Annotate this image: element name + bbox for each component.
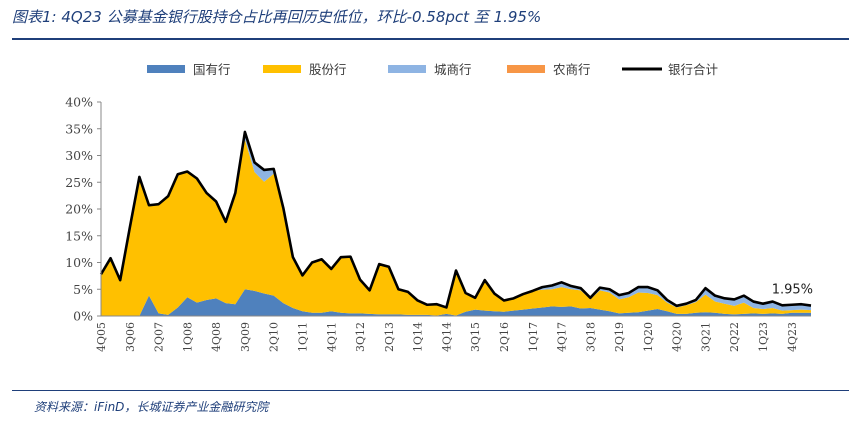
x-tick-label: 1Q23 [757,322,770,352]
y-tick-label: 5% [73,282,93,297]
x-tick-label: 3Q21 [699,322,712,352]
y-tick-label: 15% [65,228,93,243]
x-tick-label: 3Q09 [239,322,252,352]
x-tick-label: 2Q10 [268,322,281,352]
end-value-label: 1.95% [772,283,813,298]
x-tick-label: 4Q14 [440,322,453,352]
x-tick-label: 2Q13 [383,322,396,352]
legend-city-banks-swatch [388,65,426,73]
legend-bank-total-label: 银行合计 [668,62,718,77]
source-note: 资料来源：iFinD，长城证券产业金融研究院 [34,400,269,414]
area-state-banks [101,289,811,316]
x-tick-label: 3Q15 [469,322,482,352]
x-tick-label: 2Q19 [613,322,626,352]
footer-rule [12,390,849,391]
bank-holding-chart: 国有行 股份行 城商行 农商行 银行合计 0% 5% 10% 15% 20% 25% 30% 35% 4… [65,62,813,352]
x-tick-label: 3Q18 [584,322,597,352]
x-tick-label: 1Q14 [412,322,425,352]
x-tick-label: 3Q06 [124,322,137,352]
legend-joint-stock-banks-swatch [263,65,301,73]
x-tick-label: 2Q22 [728,322,741,352]
legend-city-banks-label: 城商行 [434,62,472,77]
legend-joint-stock-banks-label: 股份行 [309,62,347,77]
chart-legend: 国有行 股份行 城商行 农商行 银行合计 [147,62,718,77]
x-tick-label: 4Q05 [95,322,108,352]
x-tick-label: 1Q11 [296,322,309,352]
x-tick-label: 4Q23 [786,322,799,352]
legend-state-banks-swatch [147,65,185,73]
x-tick-label: 4Q11 [325,322,338,352]
y-tick-label: 25% [65,175,93,190]
x-tick-label: 4Q20 [671,322,684,352]
title-rule [12,38,849,40]
bank-total-line [99,130,812,309]
x-tick-label: 1Q17 [527,322,540,352]
x-tick-label: 4Q08 [210,322,223,352]
y-tick-label: 35% [65,121,93,136]
total-line [99,130,812,309]
axes [100,102,811,317]
x-tick-label: 3Q12 [354,322,367,352]
y-axis-ticks: 0% 5% 10% 15% 20% 25% 30% 35% 40% [65,95,101,324]
stacked-areas [101,131,811,316]
x-tick-label: 1Q08 [181,322,194,352]
figure-title: 图表1: 4Q23 公募基金银行股持仓占比再回历史低位，环比-0.58pct 至… [12,8,542,26]
area-joint-stock-banks [101,139,811,316]
legend-rural-banks-label: 农商行 [553,62,591,77]
x-tick-label: 2Q07 [153,322,166,352]
y-tick-label: 10% [65,255,93,270]
y-tick-label: 0% [73,309,93,324]
x-tick-label: 4Q17 [556,322,569,352]
y-tick-label: 40% [65,95,93,110]
y-tick-label: 30% [65,148,93,163]
legend-rural-banks-swatch [507,65,545,73]
x-tick-label: 2Q16 [498,322,511,352]
y-tick-label: 20% [65,202,93,217]
x-tick-label: 1Q20 [642,322,655,352]
legend-state-banks-label: 国有行 [193,62,231,77]
x-axis-labels: 4Q05 3Q06 2Q07 1Q08 4Q08 3Q09 2Q10 1Q11 4Q11 3Q12… [95,322,799,352]
